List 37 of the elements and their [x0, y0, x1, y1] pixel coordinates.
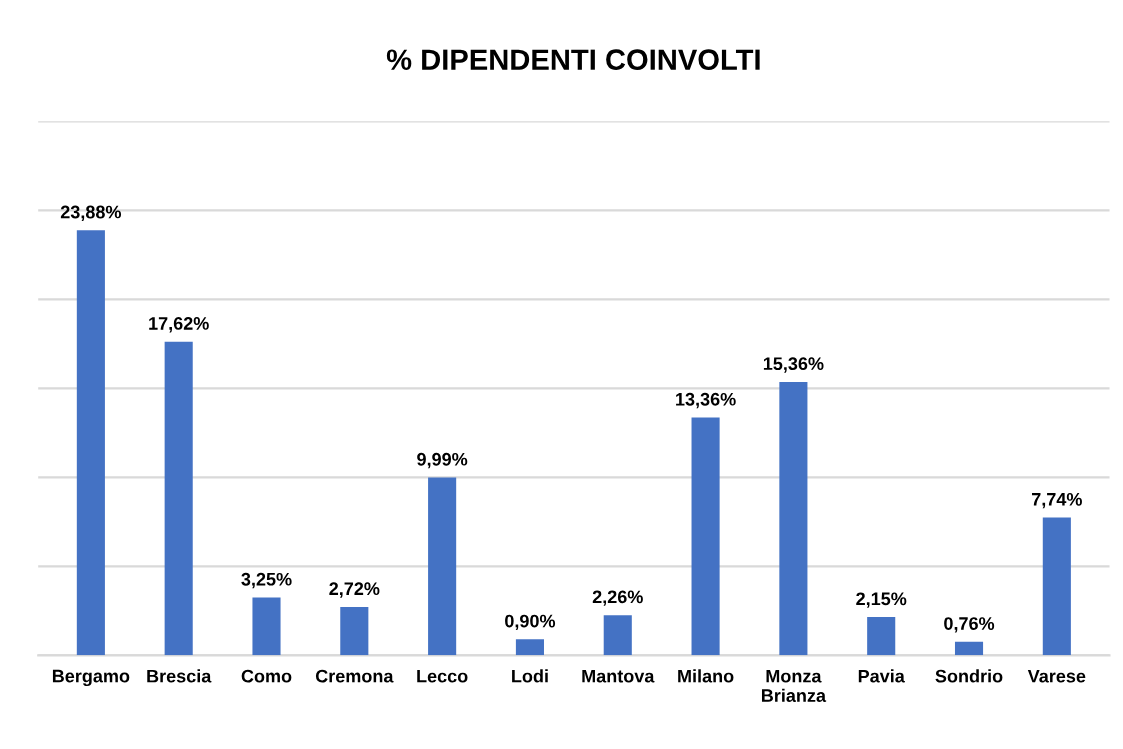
x-tick-label: Brescia	[147, 669, 212, 683]
x-tick-label: Monza Brianza	[761, 669, 827, 702]
data-label: 2,15%	[856, 592, 907, 608]
bar	[1042, 517, 1071, 656]
data-label: 7,74%	[1032, 492, 1082, 509]
data-label: 2,72%	[329, 582, 380, 598]
bar	[515, 639, 544, 656]
x-tick-label: Lodi	[512, 669, 548, 683]
x-tick-label: Como	[241, 669, 292, 683]
data-label: 23,88%	[60, 205, 122, 221]
bar	[340, 606, 369, 656]
bar	[603, 615, 632, 656]
bar	[779, 381, 808, 656]
chart-title: % DIPENDENTI COINVOLTI	[386, 49, 760, 70]
x-tick-label: Bergamo	[52, 669, 130, 687]
data-label: 17,62%	[149, 317, 209, 333]
data-label: 9,99%	[417, 452, 468, 469]
bar	[867, 617, 896, 656]
data-label: 13,36%	[676, 392, 736, 409]
x-tick-label: Lecco	[417, 669, 468, 683]
bar	[954, 641, 984, 656]
data-label: 3,25%	[241, 572, 292, 589]
data-label: 15,36%	[763, 357, 824, 373]
x-tick-label: Mantova	[582, 669, 655, 683]
x-tick-label: Varese	[1027, 669, 1086, 683]
bar	[164, 341, 193, 656]
bar	[76, 230, 105, 656]
data-label: 0,90%	[505, 614, 556, 631]
data-label: 2,26%	[592, 590, 643, 606]
x-tick-label: Sondrio	[935, 669, 1003, 683]
x-tick-label: Pavia	[858, 669, 905, 683]
bar	[428, 477, 457, 656]
x-tick-label: Cremona	[315, 669, 394, 683]
bar	[252, 597, 281, 656]
bar	[691, 417, 720, 656]
x-tick-label: Milano	[678, 669, 734, 683]
data-label: 0,76%	[944, 617, 995, 633]
